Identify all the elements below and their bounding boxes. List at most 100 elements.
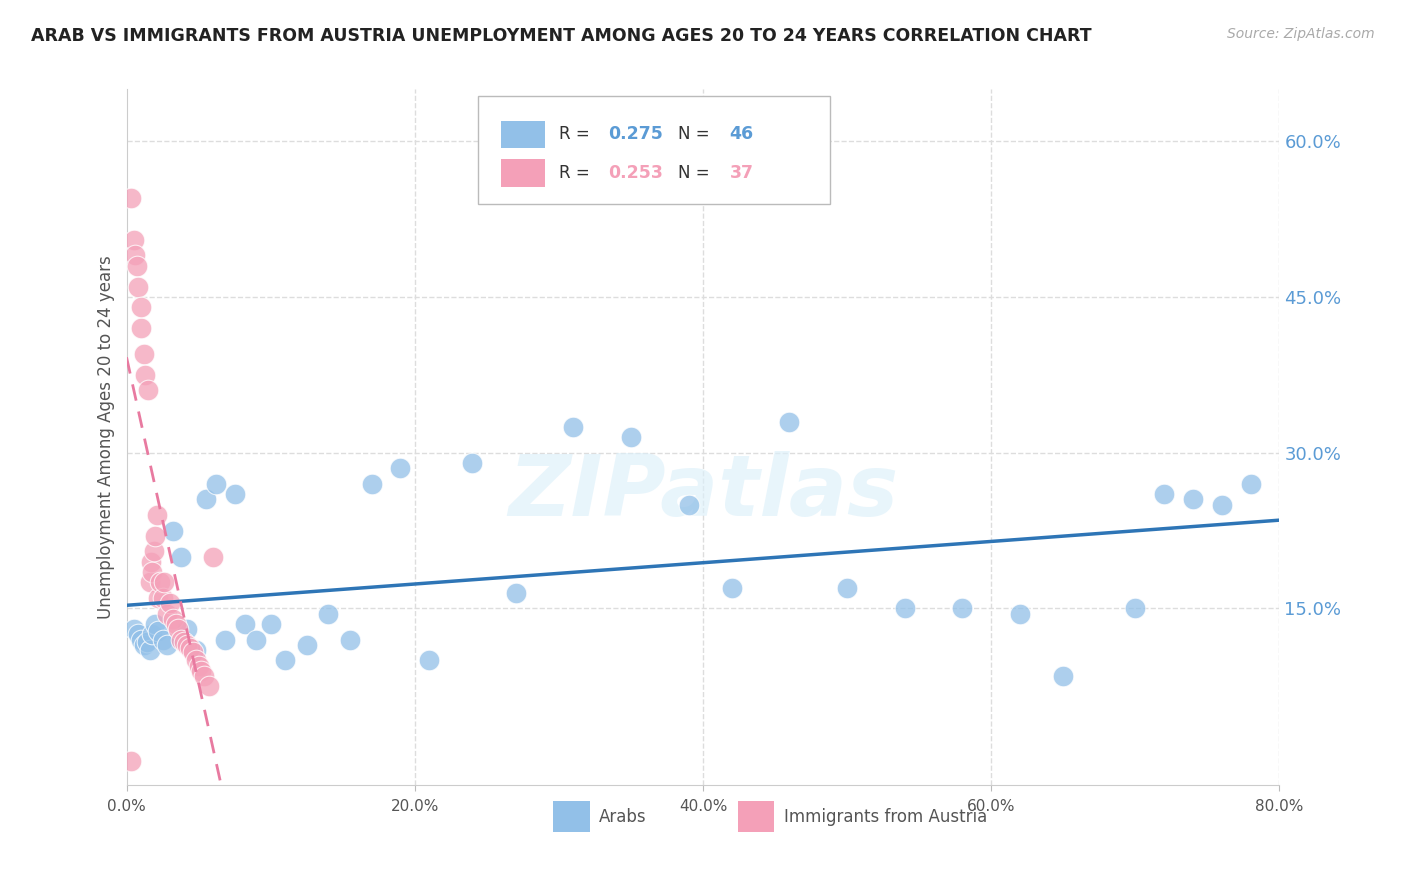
- Point: [142, 544, 165, 558]
- Point: [274, 653, 297, 667]
- Point: [139, 555, 162, 569]
- Point: [129, 632, 152, 647]
- Point: [148, 591, 170, 605]
- Point: [135, 634, 157, 648]
- Point: [184, 643, 207, 657]
- Bar: [553, 801, 591, 832]
- FancyBboxPatch shape: [478, 96, 830, 204]
- Point: [202, 549, 225, 564]
- Text: Arabs: Arabs: [599, 807, 647, 826]
- Text: R =: R =: [560, 164, 595, 182]
- Point: [170, 549, 193, 564]
- Point: [1240, 476, 1263, 491]
- Point: [134, 368, 156, 382]
- Point: [1052, 669, 1074, 683]
- Point: [181, 645, 204, 659]
- Point: [153, 575, 176, 590]
- Bar: [502, 120, 546, 148]
- Text: N =: N =: [678, 126, 714, 144]
- Point: [1211, 498, 1233, 512]
- Point: [389, 461, 412, 475]
- Text: 46: 46: [730, 126, 754, 144]
- Point: [129, 321, 152, 335]
- Point: [156, 638, 179, 652]
- Point: [152, 632, 174, 647]
- Point: [224, 487, 246, 501]
- Point: [176, 638, 198, 652]
- Bar: [502, 159, 546, 186]
- Point: [132, 347, 155, 361]
- Point: [167, 622, 190, 636]
- Point: [152, 591, 174, 605]
- Point: [339, 632, 361, 647]
- Text: N =: N =: [678, 164, 714, 182]
- Point: [156, 607, 179, 621]
- Point: [187, 658, 209, 673]
- Point: [835, 581, 858, 595]
- Point: [173, 634, 195, 648]
- Point: [132, 638, 155, 652]
- Point: [779, 415, 801, 429]
- Point: [120, 191, 142, 205]
- Point: [620, 430, 643, 444]
- Point: [145, 529, 166, 543]
- Point: [184, 653, 207, 667]
- Point: [120, 754, 142, 768]
- Text: Immigrants from Austria: Immigrants from Austria: [783, 807, 987, 826]
- Point: [318, 607, 340, 621]
- Text: ARAB VS IMMIGRANTS FROM AUSTRIA UNEMPLOYMENT AMONG AGES 20 TO 24 YEARS CORRELATI: ARAB VS IMMIGRANTS FROM AUSTRIA UNEMPLOY…: [31, 27, 1091, 45]
- Point: [194, 492, 217, 507]
- Point: [505, 586, 527, 600]
- Point: [149, 575, 172, 590]
- Point: [146, 508, 169, 522]
- Point: [124, 248, 146, 262]
- Point: [894, 601, 917, 615]
- Point: [159, 596, 181, 610]
- Point: [214, 632, 236, 647]
- Bar: [738, 801, 775, 832]
- Point: [122, 622, 145, 636]
- Text: Source: ZipAtlas.com: Source: ZipAtlas.com: [1227, 27, 1375, 41]
- Point: [162, 524, 184, 538]
- Point: [122, 233, 145, 247]
- Point: [162, 612, 184, 626]
- Point: [136, 384, 159, 398]
- Point: [141, 565, 163, 579]
- Text: 37: 37: [730, 164, 754, 182]
- Point: [127, 627, 149, 641]
- Point: [190, 664, 212, 678]
- Point: [678, 498, 700, 512]
- Point: [145, 617, 166, 632]
- Point: [179, 640, 201, 655]
- Point: [141, 627, 163, 641]
- Point: [562, 419, 585, 434]
- Point: [360, 476, 382, 491]
- Point: [176, 622, 198, 636]
- Point: [1181, 492, 1204, 507]
- Point: [245, 632, 267, 647]
- Point: [138, 643, 160, 657]
- Point: [193, 669, 215, 683]
- Point: [165, 617, 187, 632]
- Point: [1153, 487, 1175, 501]
- Text: 0.275: 0.275: [609, 126, 664, 144]
- Point: [129, 300, 152, 314]
- Point: [197, 679, 219, 693]
- Text: R =: R =: [560, 126, 595, 144]
- Point: [205, 476, 228, 491]
- Point: [1010, 607, 1032, 621]
- Point: [259, 617, 281, 632]
- Point: [720, 581, 742, 595]
- Point: [170, 632, 193, 647]
- Point: [295, 638, 318, 652]
- Point: [138, 575, 160, 590]
- Text: ZIPatlas: ZIPatlas: [508, 451, 898, 534]
- Point: [148, 624, 170, 639]
- Y-axis label: Unemployment Among Ages 20 to 24 years: Unemployment Among Ages 20 to 24 years: [97, 255, 115, 619]
- Point: [1125, 601, 1147, 615]
- Point: [418, 653, 440, 667]
- Point: [127, 279, 149, 293]
- Point: [461, 456, 484, 470]
- Point: [125, 259, 148, 273]
- Text: 0.253: 0.253: [609, 164, 664, 182]
